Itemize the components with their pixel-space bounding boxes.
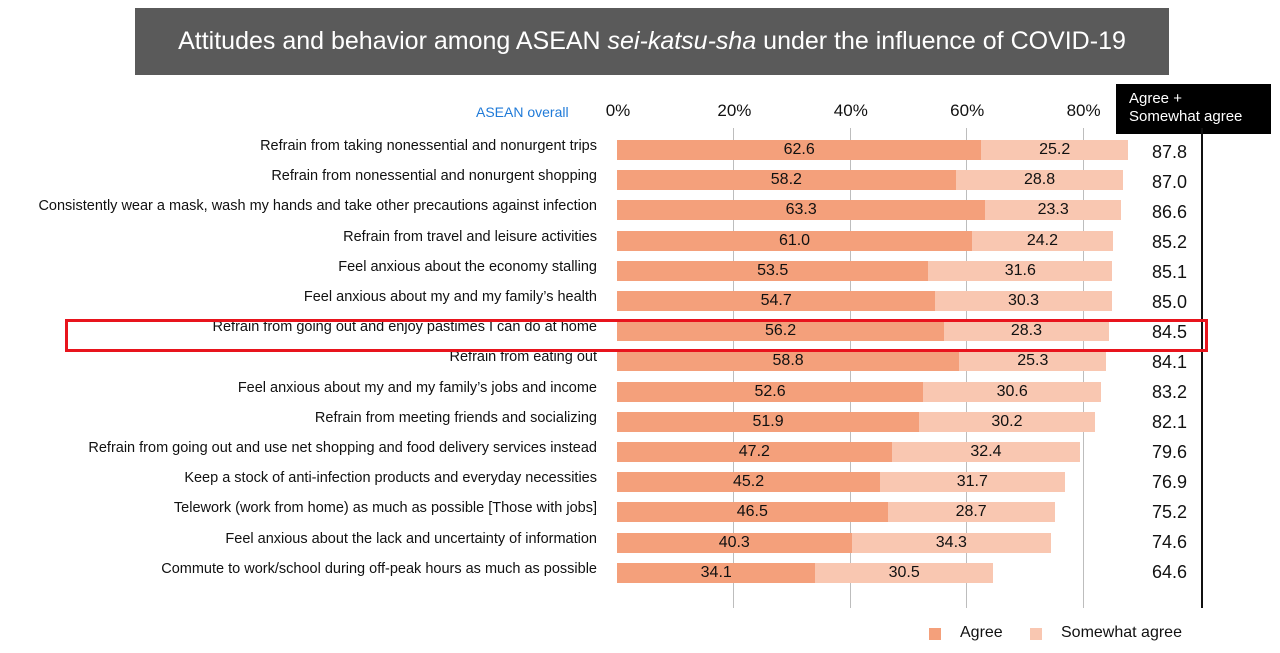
highlight-box bbox=[65, 319, 1208, 352]
bar-somewhat-agree: 31.7 bbox=[880, 472, 1065, 493]
bar-agree: 61.0 bbox=[617, 230, 973, 251]
bar-agree: 58.2 bbox=[617, 170, 956, 191]
category-label: Refrain from eating out bbox=[449, 349, 598, 366]
bar-somewhat-agree: 28.8 bbox=[955, 170, 1124, 191]
x-tick-label: 40% bbox=[833, 101, 868, 120]
bar-agree: 47.2 bbox=[617, 442, 892, 462]
category-label: Refrain from going out and use net shopp… bbox=[88, 440, 597, 456]
bar-agree: 62.6 bbox=[617, 140, 982, 160]
bar-agree: 45.2 bbox=[617, 472, 881, 493]
total-header-line1: Agree + bbox=[1129, 90, 1182, 107]
bar-agree: 58.8 bbox=[617, 351, 960, 372]
title-prefix: Attitudes and behavior among ASEAN bbox=[178, 27, 608, 55]
total-value: 84.5 bbox=[1152, 322, 1188, 342]
total-value: 64.6 bbox=[1152, 562, 1188, 582]
total-value: 76.9 bbox=[1152, 472, 1188, 492]
bar-agree: 63.3 bbox=[617, 200, 986, 221]
chart-title: Attitudes and behavior among ASEAN sei-k… bbox=[135, 8, 1169, 75]
total-value: 79.6 bbox=[1152, 442, 1188, 462]
total-value: 86.6 bbox=[1152, 202, 1188, 222]
bar-somewhat-agree: 24.2 bbox=[972, 230, 1113, 251]
bar-agree: 52.6 bbox=[617, 381, 924, 402]
legend-somewhat-agree-label: Somewhat agree bbox=[1061, 624, 1182, 641]
bar-agree: 40.3 bbox=[617, 532, 852, 553]
total-header-line2: Somewhat agree bbox=[1129, 108, 1243, 125]
total-value: 87.8 bbox=[1152, 142, 1188, 162]
category-label: Telework (work from home) as much as pos… bbox=[173, 500, 597, 517]
bar-somewhat-agree: 30.2 bbox=[919, 411, 1095, 432]
category-label: Feel anxious about my and my family’s jo… bbox=[237, 379, 597, 396]
category-label: Refrain from travel and leisure activiti… bbox=[343, 228, 597, 245]
bar-somewhat-agree: 23.3 bbox=[985, 200, 1121, 221]
bar-agree: 53.5 bbox=[617, 260, 929, 281]
legend-agree-label: Agree bbox=[960, 624, 1003, 641]
x-tick-label: 80% bbox=[1066, 101, 1101, 120]
total-value: 74.6 bbox=[1152, 532, 1188, 552]
bar-somewhat-agree: 30.5 bbox=[815, 562, 993, 583]
bar-somewhat-agree: 34.3 bbox=[851, 532, 1052, 553]
category-label: Feel anxious about the economy stalling bbox=[338, 258, 597, 275]
bar-somewhat-agree: 31.6 bbox=[928, 260, 1113, 281]
bar-somewhat-agree: 32.4 bbox=[891, 442, 1081, 462]
bar-agree: 46.5 bbox=[617, 502, 888, 523]
category-label: Keep a stock of anti-infection products … bbox=[184, 470, 597, 487]
total-value: 87.0 bbox=[1152, 172, 1188, 192]
asean-overall-label: ASEAN overall bbox=[476, 104, 569, 120]
total-value: 85.1 bbox=[1152, 262, 1188, 282]
bar-somewhat-agree: 28.7 bbox=[887, 502, 1055, 523]
total-header: Agree + Somewhat agree bbox=[1116, 84, 1271, 134]
bar-somewhat-agree: 30.6 bbox=[923, 381, 1102, 402]
legend-somewhat-agree-swatch bbox=[1030, 628, 1042, 640]
bar-agree: 34.1 bbox=[617, 562, 816, 583]
bar-agree: 51.9 bbox=[617, 411, 920, 432]
x-tick-label: 60% bbox=[950, 101, 985, 120]
bar-somewhat-agree: 25.3 bbox=[959, 351, 1107, 372]
total-value: 85.0 bbox=[1152, 292, 1188, 312]
legend-agree-swatch bbox=[929, 628, 941, 640]
bar-agree: 54.7 bbox=[617, 291, 936, 311]
x-tick-label: 20% bbox=[717, 101, 752, 120]
total-value: 84.1 bbox=[1152, 352, 1188, 372]
category-label: Commute to work/school during off-peak h… bbox=[161, 560, 597, 577]
title-italic: sei-katsu-sha bbox=[607, 27, 757, 55]
bar-somewhat-agree: 25.2 bbox=[981, 140, 1128, 160]
total-value: 75.2 bbox=[1152, 502, 1188, 522]
bar-agree: 56.2 bbox=[617, 321, 945, 342]
bar-somewhat-agree: 28.3 bbox=[944, 321, 1109, 342]
total-value: 85.2 bbox=[1152, 232, 1188, 252]
total-value: 83.2 bbox=[1152, 382, 1188, 402]
category-label: Consistently wear a mask, wash my hands … bbox=[38, 198, 597, 215]
totals-axis-line bbox=[1201, 128, 1203, 608]
category-label: Feel anxious about my and my family’s he… bbox=[303, 289, 597, 305]
category-label: Feel anxious about the lack and uncertai… bbox=[225, 530, 597, 547]
x-tick-label: 0% bbox=[605, 101, 631, 120]
title-suffix: under the influence of COVID-19 bbox=[756, 27, 1126, 55]
total-value: 82.1 bbox=[1152, 412, 1188, 432]
category-label: Refrain from meeting friends and sociali… bbox=[314, 409, 597, 426]
category-label: Refrain from taking nonessential and non… bbox=[260, 138, 597, 154]
bar-somewhat-agree: 30.3 bbox=[935, 291, 1112, 311]
category-label: Refrain from nonessential and nonurgent … bbox=[271, 168, 597, 185]
category-label: Refrain from going out and enjoy pastime… bbox=[212, 319, 597, 336]
